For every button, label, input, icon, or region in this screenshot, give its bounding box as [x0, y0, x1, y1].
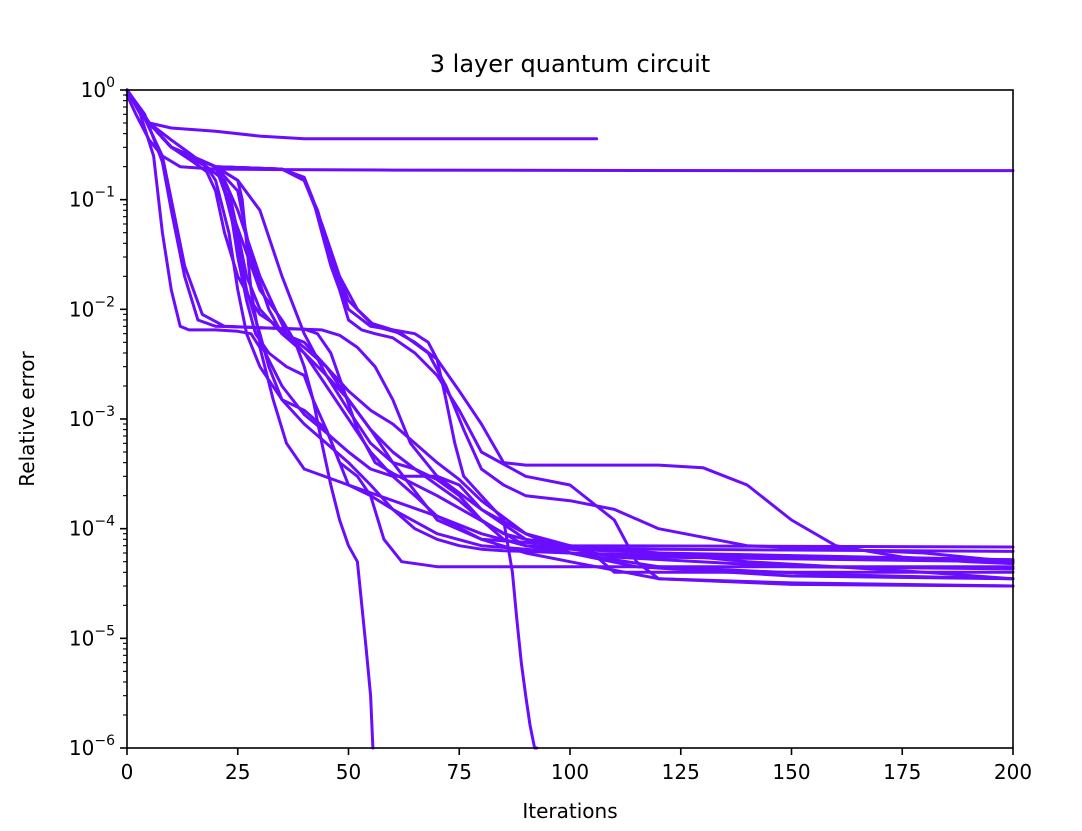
series-line-13: [125, 88, 539, 750]
series-line-7: [125, 88, 1015, 564]
y-tick-label: 100: [81, 75, 115, 102]
series-line-15: [125, 88, 1015, 564]
y-tick-label: 10−6: [69, 733, 115, 760]
series-line-1: [125, 88, 599, 141]
y-tick-label: 10−3: [69, 404, 115, 431]
series-line-19: [125, 88, 1015, 574]
series-line-11: [125, 88, 1015, 581]
x-tick-label: 75: [447, 760, 472, 784]
series-lines: [125, 88, 1015, 750]
x-tick-label: 100: [551, 760, 589, 784]
axis-ticks: 0 25 50 75 100 125 150 175 200 100 10−1 10−2 10−3 10−…: [69, 75, 1032, 784]
series-line-5: [125, 88, 1015, 571]
chart-title: 3 layer quantum circuit: [430, 50, 710, 78]
series-line-2: [125, 93, 1015, 173]
y-tick-label: 10−5: [69, 623, 115, 650]
x-tick-label: 175: [883, 760, 921, 784]
series-line-18: [125, 88, 1015, 549]
series-line-17: [125, 88, 1015, 553]
series-line-10: [125, 88, 1015, 562]
series-line-9: [125, 88, 375, 750]
series-line-16: [125, 88, 1015, 562]
plot-frame: [126, 89, 1014, 749]
x-tick-label: 50: [336, 760, 361, 784]
y-tick-label: 10−2: [69, 294, 115, 321]
x-tick-label: 0: [121, 760, 134, 784]
y-tick-label: 10−1: [69, 185, 115, 212]
series-line-4: [125, 88, 1015, 581]
x-tick-label: 25: [225, 760, 250, 784]
series-line-3: [125, 88, 1015, 588]
x-axis-label: Iterations: [522, 799, 617, 823]
y-tick-label: 10−4: [69, 514, 115, 541]
y-axis-label: Relative error: [15, 351, 39, 487]
x-tick-label: 125: [662, 760, 700, 784]
x-tick-label: 150: [772, 760, 810, 784]
x-tick-label: 200: [994, 760, 1032, 784]
